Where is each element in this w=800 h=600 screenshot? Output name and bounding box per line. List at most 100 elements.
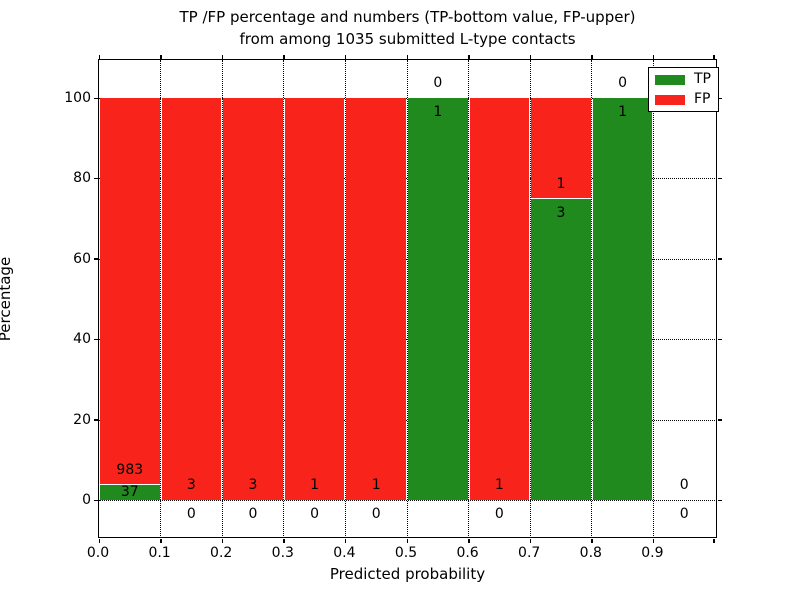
gridline-vertical	[344, 60, 346, 536]
x-tick-mark-bottom	[468, 538, 470, 543]
x-tick-label: 0.3	[271, 545, 294, 561]
tp-count-label: 1	[433, 104, 443, 120]
y-tick-mark-left	[93, 177, 98, 180]
y-tick-mark-right	[717, 177, 722, 180]
tp-count-label: 0	[371, 506, 381, 522]
gridline-vertical	[529, 60, 531, 536]
gridline-vertical	[221, 60, 223, 536]
x-tick-label: 0.4	[333, 545, 356, 561]
legend-label-tp: TP	[694, 71, 711, 87]
y-tick-mark-left	[93, 499, 98, 501]
fp-color-swatch-icon	[655, 94, 685, 105]
gridline-vertical	[283, 60, 285, 536]
tp-count-label: 0	[248, 506, 258, 522]
bar-segment-fp	[531, 98, 591, 199]
tp-count-label: 1	[618, 104, 628, 120]
gridline-vertical	[591, 60, 593, 536]
x-tick-mark-bottom	[529, 538, 532, 543]
fp-count-label: 1	[310, 477, 320, 493]
x-tick-mark-bottom	[98, 538, 100, 543]
x-tick-mark-top	[160, 54, 162, 59]
y-tick-mark-left	[93, 258, 98, 260]
fp-count-label: 1	[371, 477, 381, 493]
tp-count-label: 0	[679, 506, 689, 522]
tp-color-swatch-icon	[655, 74, 685, 85]
x-tick-label: 0.0	[86, 545, 110, 561]
x-tick-label: 0.5	[394, 545, 418, 561]
x-tick-mark-top	[591, 54, 593, 59]
gridline-vertical	[468, 60, 470, 536]
gridline-vertical	[652, 60, 654, 536]
x-tick-mark-top	[468, 54, 470, 59]
x-tick-mark-top	[221, 54, 224, 59]
x-tick-mark-top	[529, 54, 532, 59]
legend: TP FP	[648, 67, 719, 112]
x-tick-mark-bottom	[713, 538, 715, 543]
y-tick-label: 100	[64, 90, 91, 106]
fp-count-label: 3	[186, 477, 196, 493]
x-tick-mark-top	[98, 54, 100, 59]
x-tick-mark-top	[652, 54, 655, 59]
fp-count-label: 3	[248, 477, 258, 493]
gridline-vertical	[406, 60, 408, 536]
x-tick-mark-bottom	[283, 538, 285, 543]
bar-segment-fp	[284, 98, 345, 500]
tp-count-label: 37	[120, 484, 139, 501]
bar-segment-fp	[469, 98, 530, 500]
y-tick-mark-right	[717, 338, 722, 341]
chart-title: TP /FP percentage and numbers (TP-bottom…	[98, 6, 717, 50]
gridline-vertical	[160, 60, 162, 536]
y-axis-label: Percentage	[0, 256, 14, 342]
chart-title-line2: from among 1035 submitted L-type contact…	[239, 30, 576, 48]
chart-title-line1: TP /FP percentage and numbers (TP-bottom…	[179, 8, 636, 26]
y-tick-mark-right	[717, 499, 722, 501]
fp-count-label: 0	[433, 75, 443, 91]
plot-area: 983 37 3 0 3 0 1 0 1 0 0 1 1 0 1 3 0 1 0 0	[93, 54, 722, 543]
bar-segment-tp	[592, 98, 653, 500]
x-tick-mark-top	[344, 54, 347, 59]
x-tick-mark-bottom	[221, 538, 224, 543]
x-tick-label: 0.9	[641, 545, 664, 561]
fp-count-label: 1	[494, 477, 504, 493]
legend-item-tp: TP	[655, 72, 711, 87]
legend-label-fp: FP	[694, 91, 711, 107]
bar-segment-fp	[346, 98, 406, 500]
y-tick-mark-left	[93, 338, 98, 341]
y-tick-label: 40	[73, 331, 91, 348]
tp-count-label: 3	[556, 204, 566, 221]
x-tick-label: 0.1	[148, 545, 171, 561]
tp-count-label: 0	[494, 506, 504, 522]
bar-segment-tp	[100, 485, 160, 500]
x-tick-mark-top	[713, 54, 715, 59]
y-tick-mark-right	[717, 97, 722, 99]
y-tick-mark-left	[93, 419, 98, 421]
bar-segment-fp	[161, 98, 222, 500]
x-tick-label: 0.7	[518, 545, 541, 561]
fp-count-label: 983	[116, 462, 144, 479]
tp-count-label: 0	[310, 506, 320, 522]
bar-segment-fp	[100, 98, 160, 486]
x-tick-mark-top	[406, 54, 408, 59]
fp-count-label: 0	[618, 75, 628, 91]
x-tick-mark-bottom	[160, 538, 162, 543]
y-tick-label: 80	[73, 170, 91, 187]
x-tick-mark-bottom	[652, 538, 655, 543]
y-tick-label: 0	[82, 492, 91, 508]
legend-item-fp: FP	[655, 92, 711, 107]
x-tick-mark-bottom	[591, 538, 593, 543]
x-tick-label: 0.6	[456, 545, 479, 561]
fp-count-label: 1	[556, 175, 566, 192]
tp-count-label: 0	[186, 506, 196, 522]
fp-count-label: 0	[679, 477, 689, 493]
y-tick-label: 60	[73, 250, 91, 267]
bar-segment-tp	[531, 198, 591, 500]
x-tick-mark-bottom	[406, 538, 408, 543]
y-tick-mark-right	[717, 258, 722, 260]
bar-segment-tp	[408, 98, 468, 500]
x-tick-mark-top	[283, 54, 285, 59]
x-tick-mark-bottom	[344, 538, 347, 543]
x-tick-label: 0.2	[210, 545, 233, 561]
x-axis-label: Predicted probability	[329, 565, 486, 583]
bar-segment-fp	[223, 98, 283, 500]
